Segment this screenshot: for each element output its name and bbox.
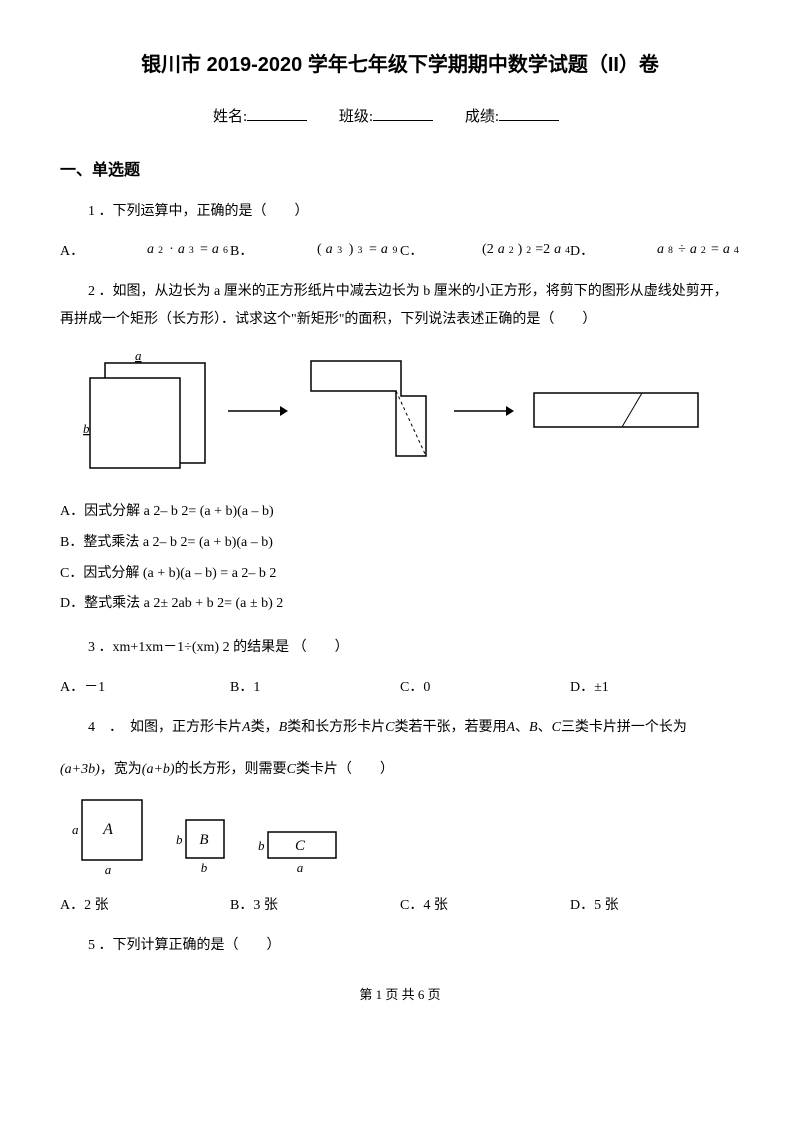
svg-text:b: b [201, 860, 208, 875]
q5-text: 5 ．下列计算正确的是（ ） [60, 932, 740, 960]
q3-opt-d: D．±1 [570, 676, 740, 696]
section-heading: 一、单选题 [60, 156, 740, 180]
svg-text:B: B [199, 832, 208, 848]
q3-opt-a: A．－1 [60, 676, 230, 696]
arrow-icon [454, 401, 514, 421]
q2-text: 2 ．如图，从边长为 a 厘米的正方形纸片中减去边长为 b 厘米的小正方形，将剪… [60, 278, 740, 334]
q2-square-figure: a b [80, 348, 210, 473]
q3-opt-b: B．1 [230, 676, 400, 696]
svg-text:b: b [83, 421, 90, 436]
q1-opt-b: B． (a3)3=a9 [230, 240, 400, 260]
svg-text:b: b [258, 838, 265, 853]
q4-text-line2: (a+3b)，宽为(a+b)的长方形，则需要C类卡片（ ） [60, 756, 740, 784]
q2-lshape-figure [306, 356, 436, 466]
card-a: A a a [68, 798, 148, 876]
page-title: 银川市 2019-2020 学年七年级下学期期中数学试题（II）卷 [60, 48, 740, 77]
q1-math-b: (a3)3=a9 [317, 242, 400, 258]
q2-opt-c: C．因式分解 (a + b)(a – b) = a 2– b 2 [60, 559, 740, 590]
q3-options: A．－1 B．1 C．0 D．±1 [60, 676, 740, 696]
name-blank [247, 120, 307, 121]
q4-cards-figure: A a a B b b C b a [68, 798, 740, 876]
q2-opt-b: B．整式乘法 a 2– b 2= (a + b)(a – b) [60, 528, 740, 559]
score-label: 成绩: [465, 109, 499, 125]
q2-opt-a: A．因式分解 a 2– b 2= (a + b)(a – b) [60, 497, 740, 528]
q1-opt-a: A． a2·a3=a6 [60, 240, 230, 260]
q4-opt-b: B．3 张 [230, 894, 400, 914]
q2-opt-d: D．整式乘法 a 2± 2ab + b 2= (a ± b) 2 [60, 589, 740, 620]
svg-text:a: a [105, 862, 112, 876]
q1-opt-c: C． (2a2)2=2a4 [400, 240, 570, 260]
q1-opt-d: D． a8÷a2=a4 [570, 240, 740, 260]
svg-text:a: a [72, 822, 79, 837]
q1-math-c: (2a2)2=2a4 [482, 242, 570, 258]
q1-options: A． a2·a3=a6 B． (a3)3=a9 C． (2a2)2=2a4 D．… [60, 240, 740, 260]
card-b: B b b [172, 818, 230, 876]
q3-opt-c: C．0 [400, 676, 570, 696]
class-blank [373, 120, 433, 121]
svg-text:A: A [102, 821, 113, 838]
svg-text:b: b [176, 832, 183, 847]
name-label: 姓名: [213, 109, 247, 125]
q4-opt-d: D．5 张 [570, 894, 740, 914]
arrow-icon [228, 401, 288, 421]
q2-rect-figure [532, 391, 702, 431]
q2-figure: a b [80, 348, 740, 473]
card-c: C b a [254, 830, 344, 876]
q4-opt-a: A．2 张 [60, 894, 230, 914]
svg-text:C: C [295, 838, 306, 854]
score-blank [499, 120, 559, 121]
q4-opt-c: C．4 张 [400, 894, 570, 914]
svg-text:a: a [297, 860, 304, 875]
class-label: 班级: [339, 109, 373, 125]
page-footer: 第 1 页 共 6 页 [60, 984, 740, 1003]
q2-options: A．因式分解 a 2– b 2= (a + b)(a – b) B．整式乘法 a… [60, 497, 740, 620]
q3-text: 3 ．xm+1xm－1÷(xm) 2 的结果是 （ ） [60, 634, 740, 662]
student-fields: 姓名: 班级: 成绩: [60, 105, 740, 126]
svg-text:a: a [135, 348, 142, 363]
q1-math-a: a2·a3=a6 [147, 242, 230, 258]
q1-math-d: a8÷a2=a4 [657, 242, 740, 258]
q4-text: 4 ． 如图，正方形卡片A类，B类和长方形卡片C类若干张，若要用A、B、C三类卡… [60, 714, 740, 742]
q4-options: A．2 张 B．3 张 C．4 张 D．5 张 [60, 894, 740, 914]
q1-text: 1 ．下列运算中，正确的是（ ） [60, 198, 740, 226]
